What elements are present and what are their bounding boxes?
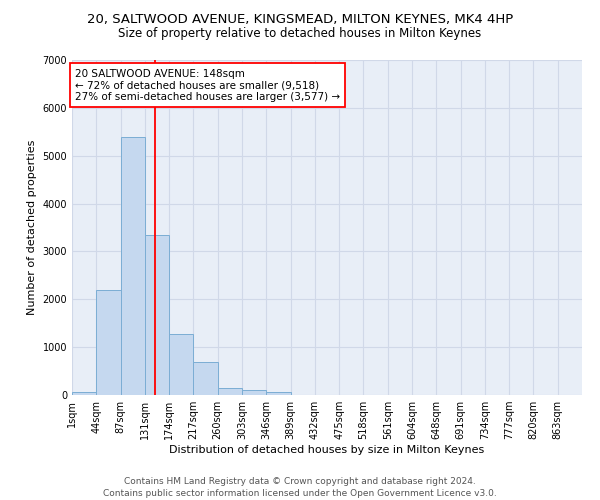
Bar xyxy=(218,388,242,395)
Y-axis label: Number of detached properties: Number of detached properties xyxy=(27,140,37,315)
Text: Size of property relative to detached houses in Milton Keynes: Size of property relative to detached ho… xyxy=(118,28,482,40)
Bar xyxy=(242,390,266,395)
X-axis label: Distribution of detached houses by size in Milton Keynes: Distribution of detached houses by size … xyxy=(169,445,485,455)
Bar xyxy=(169,334,193,395)
Bar xyxy=(266,392,290,395)
Text: 20 SALTWOOD AVENUE: 148sqm
← 72% of detached houses are smaller (9,518)
27% of s: 20 SALTWOOD AVENUE: 148sqm ← 72% of deta… xyxy=(75,68,340,102)
Bar xyxy=(72,392,96,395)
Text: 20, SALTWOOD AVENUE, KINGSMEAD, MILTON KEYNES, MK4 4HP: 20, SALTWOOD AVENUE, KINGSMEAD, MILTON K… xyxy=(87,12,513,26)
Bar xyxy=(121,136,145,395)
Bar xyxy=(96,290,121,395)
Text: Contains HM Land Registry data © Crown copyright and database right 2024.
Contai: Contains HM Land Registry data © Crown c… xyxy=(103,476,497,498)
Bar xyxy=(193,362,218,395)
Bar xyxy=(145,234,169,395)
